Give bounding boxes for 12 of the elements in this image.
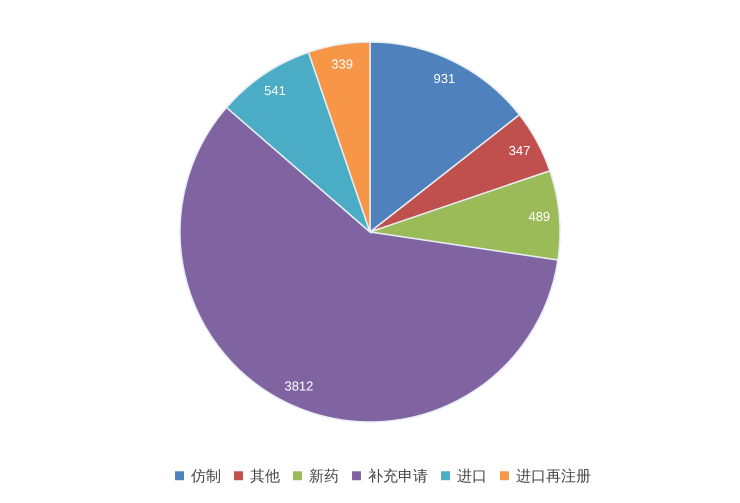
data-label: 541 <box>264 83 286 98</box>
data-label: 931 <box>434 71 456 86</box>
legend-label: 其他 <box>250 468 280 485</box>
legend-label: 新药 <box>309 468 339 485</box>
legend-label: 补充申请 <box>368 468 428 485</box>
data-label: 3812 <box>284 378 314 394</box>
legend-label: 进口再注册 <box>516 468 591 485</box>
data-label: 347 <box>508 143 530 158</box>
legend-label: 进口 <box>457 468 487 485</box>
legend-label: 仿制 <box>190 468 221 485</box>
data-label: 339 <box>331 56 353 72</box>
data-label: 489 <box>528 208 550 224</box>
